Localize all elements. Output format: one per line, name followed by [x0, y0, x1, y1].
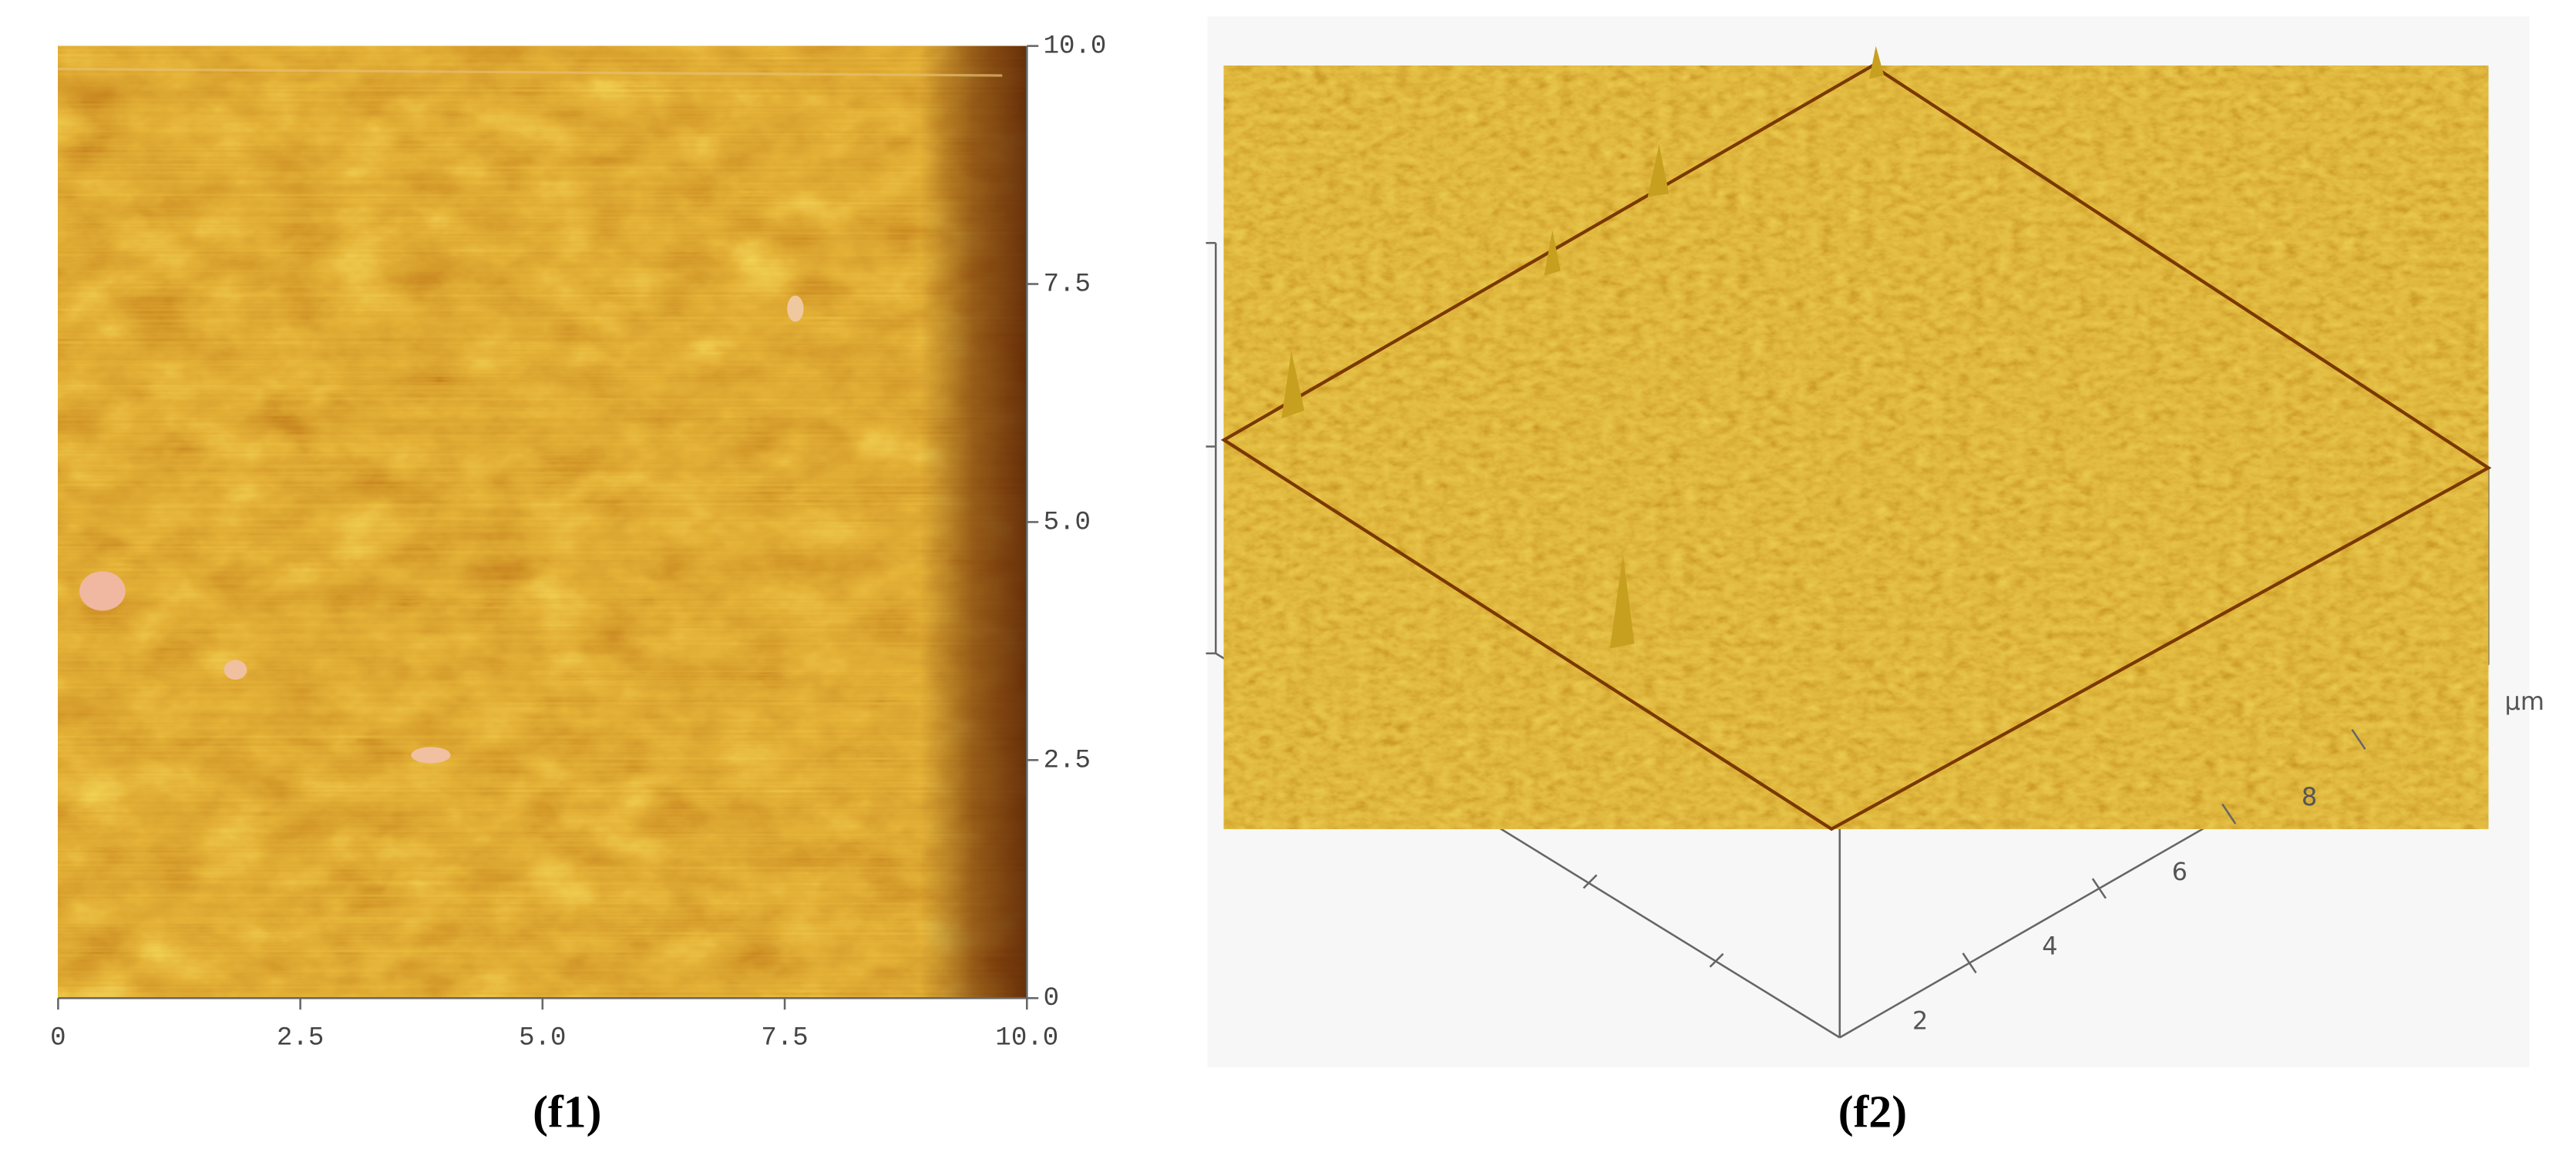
- y-axis-edge: [1215, 652, 1841, 1039]
- scan-edge: [920, 45, 1027, 999]
- y-tick: [1709, 952, 1724, 968]
- panel-3d: 2 4 6 8: [1206, 16, 2530, 1067]
- x-tick: [2351, 729, 2366, 750]
- x-unit: μm: [2505, 687, 2544, 716]
- particle: [224, 660, 247, 680]
- x-tick-label: 2.5: [277, 1023, 324, 1053]
- particle: [787, 295, 804, 322]
- scan-line: [58, 67, 1003, 77]
- caption: (f2): [1838, 1086, 1907, 1137]
- surface: [1223, 66, 2489, 829]
- x-tick-label: 7.5: [761, 1023, 808, 1053]
- x-tick: [2091, 878, 2107, 899]
- x-tick-label: 4: [2042, 932, 2057, 961]
- particle: [79, 571, 126, 611]
- x-tick-label: 5.0: [519, 1023, 566, 1053]
- y-tick: [1337, 723, 1351, 738]
- panel-2d: 0 2.5 5.0 7.5 10.0 0 2.5 5.0 7.5 10.0: [50, 32, 1106, 1053]
- x-tick: [1962, 952, 1977, 974]
- y-tick-label: 0: [1044, 984, 1059, 1013]
- x-tick: [2221, 803, 2237, 825]
- y-tick-label: 10.0: [1044, 32, 1107, 62]
- x-axis-edge: [1839, 663, 2489, 1039]
- y-tick: [1459, 797, 1475, 812]
- y-tick-label: 5.0: [1044, 508, 1091, 537]
- afm-image: [58, 45, 1027, 999]
- x-tick-label: 0: [50, 1023, 66, 1053]
- y-tick: [1582, 874, 1598, 889]
- x-tick-label: 8: [2302, 782, 2317, 811]
- y-tick-label: 2.5: [1044, 746, 1091, 775]
- x-tick-label: 2: [1912, 1006, 1928, 1035]
- caption: (f1): [533, 1086, 601, 1137]
- y-tick-label: 7.5: [1044, 270, 1091, 300]
- x-tick-label: 6: [2172, 857, 2188, 886]
- x-tick-label: 10.0: [995, 1023, 1058, 1053]
- particle: [411, 747, 451, 764]
